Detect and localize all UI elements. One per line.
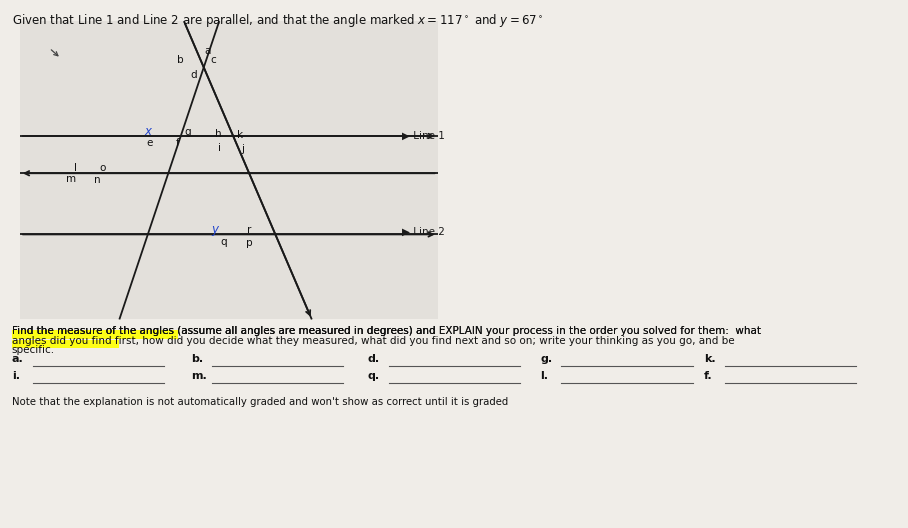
Text: h: h — [215, 129, 222, 139]
Text: a.: a. — [12, 354, 24, 364]
Text: k: k — [238, 130, 243, 140]
Text: angles did you find first, how did you decide what they measured, what did you f: angles did you find first, how did you d… — [12, 336, 735, 346]
Text: p: p — [245, 238, 252, 248]
Bar — [12, 330, 178, 339]
Text: q.: q. — [368, 371, 380, 381]
Text: i.: i. — [12, 371, 20, 381]
Text: Find the measure of the angles (assume all angles are measured in degrees) and: Find the measure of the angles (assume a… — [12, 326, 439, 336]
Text: o: o — [100, 164, 106, 174]
Text: i: i — [218, 143, 222, 153]
Bar — [12, 340, 119, 348]
Text: l: l — [74, 163, 76, 173]
Text: ▶ Line 1: ▶ Line 1 — [402, 131, 445, 141]
Text: b.: b. — [191, 354, 202, 364]
Text: a: a — [204, 46, 211, 56]
Text: y: y — [212, 223, 219, 236]
Text: x: x — [143, 125, 151, 138]
Text: d: d — [190, 70, 197, 80]
Text: l.: l. — [540, 371, 548, 381]
Text: d.: d. — [368, 354, 380, 364]
Text: m.: m. — [191, 371, 206, 381]
Text: Note that the explanation is not automatically graded and won't show as correct : Note that the explanation is not automat… — [12, 397, 508, 407]
Text: j: j — [241, 144, 243, 154]
Text: r: r — [247, 225, 251, 235]
Text: n: n — [94, 175, 101, 185]
Text: b: b — [177, 55, 183, 65]
Bar — [20, 21, 438, 319]
Text: c: c — [210, 55, 216, 65]
Text: Find the measure of the angles (assume all angles are measured in degrees) and E: Find the measure of the angles (assume a… — [12, 326, 761, 336]
Text: g.: g. — [540, 354, 552, 364]
Text: g: g — [184, 127, 192, 137]
Text: k.: k. — [704, 354, 716, 364]
Text: ▶ Line 2: ▶ Line 2 — [402, 227, 445, 237]
Text: Given that Line 1 and Line 2 are parallel, and that the angle marked $x = 117^\c: Given that Line 1 and Line 2 are paralle… — [12, 12, 544, 29]
Text: q: q — [221, 238, 227, 248]
Text: Find the measure of the angles (assume all angles are measured in degrees) and E: Find the measure of the angles (assume a… — [12, 326, 761, 336]
Text: specific.: specific. — [12, 345, 54, 355]
Text: e: e — [146, 138, 153, 148]
Text: f.: f. — [704, 371, 712, 381]
Text: m: m — [66, 174, 76, 184]
Text: f: f — [176, 138, 180, 148]
